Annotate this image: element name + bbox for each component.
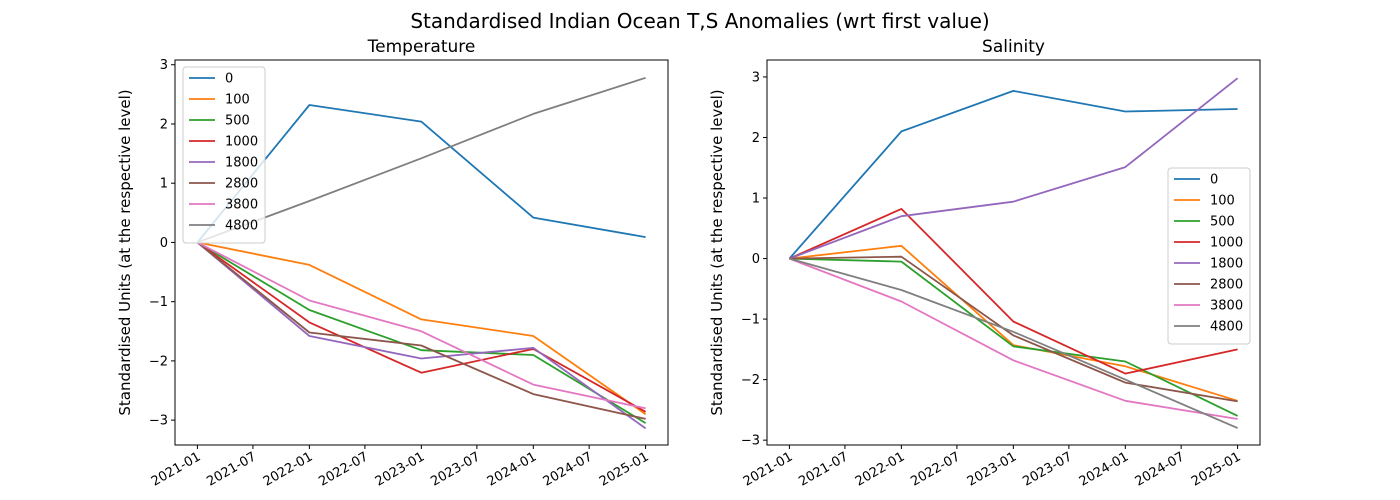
y-tick-label: −1	[741, 313, 760, 328]
y-tick-label: 3	[752, 70, 760, 85]
legend-label: 100	[225, 93, 250, 108]
series-line-1000	[196, 241, 647, 413]
series-line-3800	[196, 241, 646, 410]
x-tick-label: 2021-07	[796, 449, 851, 489]
legend-label: 500	[225, 114, 250, 129]
x-tick-label: 2022-07	[316, 449, 371, 489]
chart-temperature: Temperature Standardised Units (at the re…	[116, 37, 669, 490]
series-line-100	[197, 241, 647, 415]
series-line-500	[789, 257, 1238, 417]
y-tick-label: 0	[160, 236, 168, 251]
y-axis-label: Standardised Units (at the respective le…	[708, 89, 726, 415]
legend-label: 0	[1210, 173, 1218, 188]
x-tick-label: 2023-01	[965, 449, 1020, 489]
y-tick-label: 3	[160, 58, 168, 73]
series-line-3800	[789, 257, 1238, 420]
y-axis-label: Standardised Units (at the respective le…	[116, 89, 134, 415]
y-tick-label: −2	[149, 354, 168, 369]
x-tick-label: 2021-01	[741, 449, 796, 489]
y-tick-label: −3	[149, 414, 168, 429]
series-line-1800	[196, 241, 647, 430]
x-tick-label: 2024-07	[1133, 449, 1188, 489]
figure-title: Standardised Indian Ocean T,S Anomalies …	[410, 9, 989, 33]
legend-label: 1800	[225, 156, 258, 171]
series-line-0	[788, 90, 1238, 260]
x-tick-label: 2021-07	[204, 449, 259, 489]
legend-label: 4800	[1210, 320, 1243, 335]
legend-label: 2800	[1210, 278, 1243, 293]
x-tick-label: 2021-01	[149, 449, 204, 489]
legend-label: 2800	[225, 177, 258, 192]
chart-title: Salinity	[982, 37, 1045, 57]
legend-label: 1000	[1210, 236, 1243, 251]
chart-salinity: Salinity Standardised Units (at the respe…	[708, 37, 1261, 490]
y-tick-label: 0	[752, 252, 760, 267]
y-tick-label: −1	[149, 295, 168, 310]
legend-box	[1167, 167, 1251, 345]
x-tick-label: 2024-01	[1077, 449, 1132, 489]
x-tick-label: 2023-01	[373, 449, 428, 489]
x-tick-label: 2024-07	[541, 449, 596, 489]
x-tick-label: 2024-01	[485, 449, 540, 489]
series-line-1800	[789, 77, 1239, 260]
x-tick-label: 2023-07	[1020, 449, 1075, 489]
series-line-500	[196, 241, 647, 424]
x-tick-label: 2025-01	[1189, 449, 1244, 489]
series-line-2800	[196, 241, 646, 420]
chart-panels: Temperature Standardised Units (at the re…	[116, 37, 1261, 490]
plot-area-frame	[766, 59, 1261, 446]
legend: 0 100 500 1000 1800 2800 3800 4800	[1167, 167, 1251, 345]
series-line-4800	[197, 76, 646, 244]
legend-label: 4800	[225, 219, 258, 234]
y-tick-label: 1	[752, 192, 760, 207]
y-tick-label: −2	[741, 373, 760, 388]
y-tick-label: 2	[160, 117, 168, 132]
series-line-0	[196, 104, 646, 243]
series-line-100	[789, 244, 1238, 402]
legend-box	[182, 66, 266, 244]
x-tick-label: 2022-01	[261, 449, 316, 489]
series-line-2800	[789, 255, 1238, 403]
x-tick-label: 2025-01	[597, 449, 652, 489]
legend-label: 100	[1210, 194, 1235, 209]
legend-label: 3800	[225, 198, 258, 213]
y-tick-label: 1	[160, 177, 168, 192]
legend-label: 1800	[1210, 257, 1243, 272]
x-tick-label: 2022-07	[908, 449, 963, 489]
x-tick-label: 2022-01	[853, 449, 908, 489]
legend: 0 100 500 1000 1800 2800 3800 4800	[182, 66, 266, 244]
series-line-4800	[789, 257, 1238, 429]
legend-label: 500	[1210, 215, 1235, 230]
legend-label: 0	[225, 72, 233, 87]
plot-area-frame	[174, 59, 669, 446]
chart-title: Temperature	[367, 37, 476, 57]
y-tick-label: 2	[752, 131, 760, 146]
legend-label: 1000	[225, 135, 258, 150]
series-line-1000	[789, 207, 1238, 375]
legend-label: 3800	[1210, 299, 1243, 314]
y-tick-label: −3	[741, 434, 760, 449]
x-tick-label: 2023-07	[428, 449, 483, 489]
